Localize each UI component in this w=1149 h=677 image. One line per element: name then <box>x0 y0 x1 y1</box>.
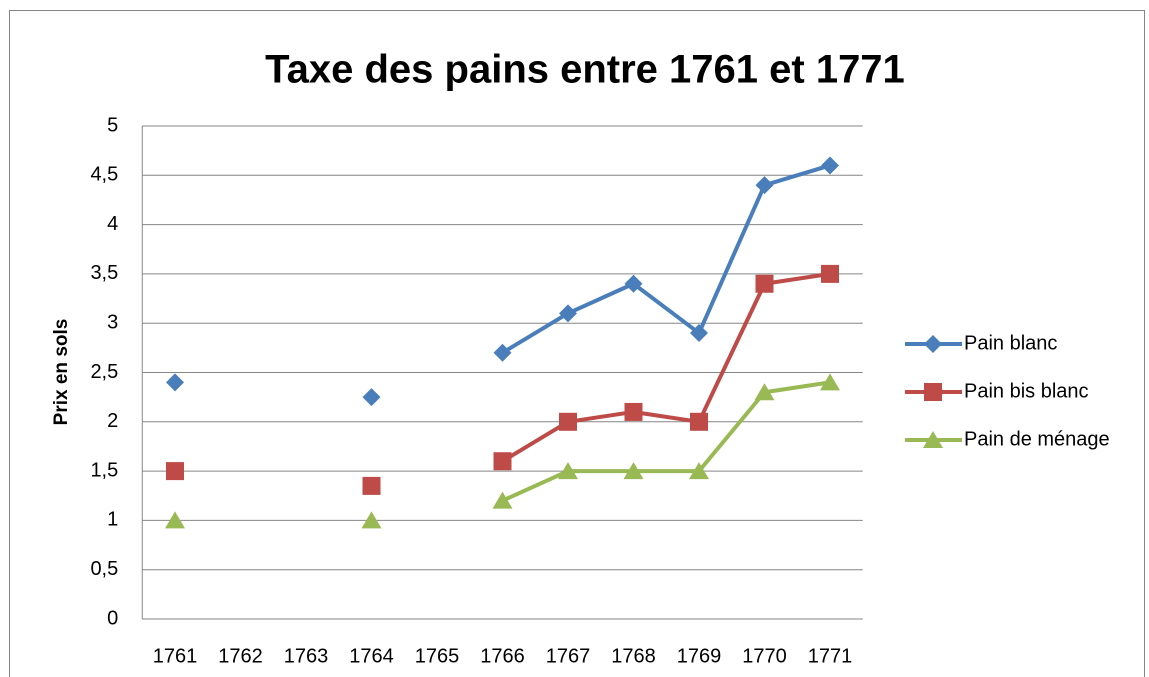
x-tick-label: 1770 <box>742 645 787 667</box>
marker <box>820 373 840 391</box>
marker <box>754 383 775 401</box>
marker <box>821 264 839 283</box>
series-line <box>501 163 831 355</box>
legend-label: Pain de ménage <box>964 428 1110 450</box>
y-tick-label: 5 <box>107 114 118 136</box>
y-tick-label: 1 <box>107 509 118 531</box>
y-axis-label: Prix en sols <box>51 319 72 426</box>
marker <box>923 431 943 448</box>
x-tick-label: 1766 <box>480 645 525 667</box>
marker <box>493 343 512 362</box>
marker <box>493 452 512 471</box>
marker <box>755 274 774 293</box>
y-tick-label: 2,5 <box>90 361 118 383</box>
marker <box>362 388 381 407</box>
marker <box>821 156 839 175</box>
marker <box>166 462 184 481</box>
chart-title: Taxe des pains entre 1761 et 1771 <box>265 48 905 92</box>
y-tick-label: 4,5 <box>90 164 118 186</box>
x-tick-label: 1765 <box>415 645 460 667</box>
x-tick-label: 1767 <box>546 645 591 667</box>
y-tick-label: 0 <box>107 607 118 629</box>
marker <box>624 402 643 421</box>
marker <box>166 373 184 392</box>
x-tick-label: 1763 <box>284 645 329 667</box>
x-tick-label: 1761 <box>153 645 198 667</box>
x-tick-label: 1768 <box>611 645 656 667</box>
series-line <box>501 271 831 463</box>
marker <box>624 274 643 293</box>
marker <box>165 511 185 529</box>
marker <box>559 412 577 431</box>
x-tick-label: 1762 <box>218 645 263 667</box>
y-tick-label: 1,5 <box>90 459 118 481</box>
marker <box>690 412 708 431</box>
x-tick-label: 1764 <box>349 645 394 667</box>
marker <box>558 462 578 480</box>
legend-label: Pain bis blanc <box>964 380 1089 402</box>
y-tick-label: 4 <box>107 213 118 235</box>
y-tick-label: 3 <box>107 311 118 333</box>
y-tick-label: 3,5 <box>90 262 118 284</box>
marker <box>924 383 942 401</box>
marker <box>689 462 709 480</box>
marker <box>690 324 708 343</box>
legend-label: Pain blanc <box>964 332 1057 354</box>
marker <box>362 476 381 495</box>
marker <box>924 335 942 353</box>
x-tick-label: 1771 <box>808 645 853 667</box>
y-tick-label: 2 <box>107 410 118 432</box>
marker <box>492 491 513 509</box>
y-tick-label: 0,5 <box>90 558 118 580</box>
marker <box>559 304 577 323</box>
marker <box>623 462 644 480</box>
series-line <box>501 380 831 503</box>
x-tick-label: 1769 <box>677 645 722 667</box>
marker <box>361 511 382 529</box>
marker <box>755 176 774 195</box>
